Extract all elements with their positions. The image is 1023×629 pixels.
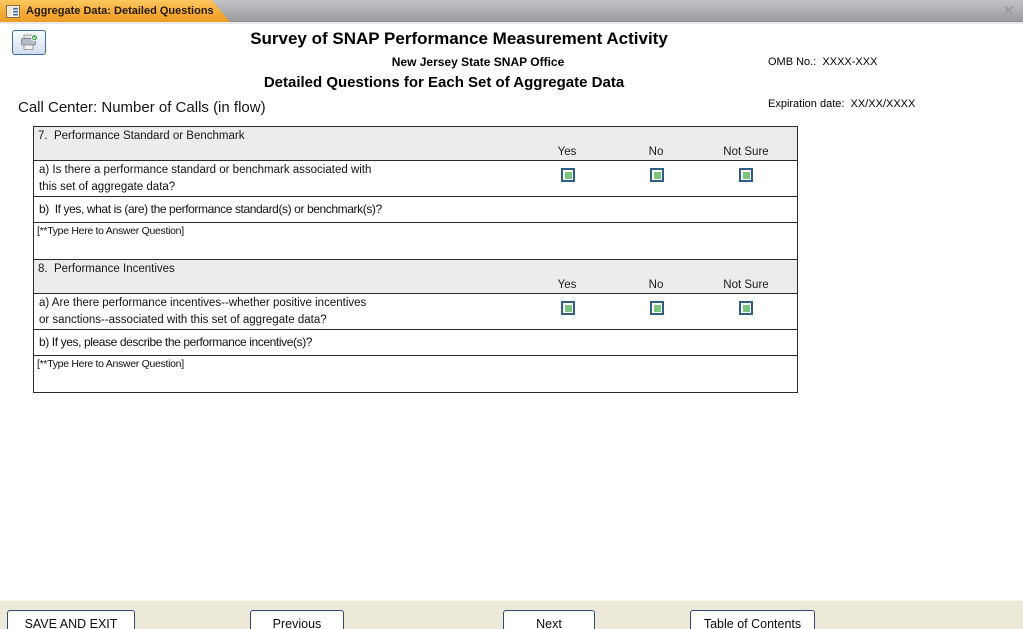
question7b-row: b) If yes, what is (are) the performance… <box>34 197 797 223</box>
question7-header-row: 7. Performance Standard or Benchmark Yes… <box>34 127 797 161</box>
omb-number: OMB No.: XXXX-XXX <box>768 56 878 68</box>
question7-table: 7. Performance Standard or Benchmark Yes… <box>33 126 798 260</box>
q7a-yes-checkbox[interactable] <box>561 168 575 182</box>
question7a-line2: this set of aggregate data? <box>39 181 176 193</box>
question8a-line2: or sanctions--associated with this set o… <box>39 314 327 326</box>
state-office-label: New Jersey State SNAP Office <box>391 55 565 69</box>
survey-title: Survey of SNAP Performance Measurement A… <box>250 29 668 48</box>
omb-block: OMB No.: XXXX-XXX Expiration date: XX/XX… <box>768 27 915 139</box>
previous-button[interactable]: Previous <box>250 610 344 629</box>
question8b-text: b) If yes, please describe the performan… <box>39 335 313 349</box>
print-button[interactable] <box>12 30 46 55</box>
next-button[interactable]: Next <box>503 610 595 629</box>
column-header-not-sure: Not Sure <box>723 279 769 291</box>
q8a-no-checkbox[interactable] <box>650 301 664 315</box>
column-header-no: No <box>648 279 664 291</box>
printer-icon <box>19 34 39 51</box>
form-icon <box>6 4 20 18</box>
column-header-yes: Yes <box>557 279 577 291</box>
question7a-text: a) Is there a performance standard or be… <box>39 162 371 196</box>
question7-title: 7. Performance Standard or Benchmark <box>38 130 245 142</box>
expiration-date: Expiration date: XX/XX/XXXX <box>768 98 916 110</box>
question8b-answer-field[interactable]: [**Type Here to Answer Question] <box>34 356 797 392</box>
q7a-not-sure-checkbox[interactable] <box>739 168 753 182</box>
question7a-line1: a) Is there a performance standard or be… <box>39 164 372 176</box>
save-and-exit-button[interactable]: SAVE AND EXIT <box>7 610 135 629</box>
question8b-row: b) If yes, please describe the performan… <box>34 330 797 356</box>
q7a-no-checkbox[interactable] <box>650 168 664 182</box>
question7b-answer-field[interactable]: [**Type Here to Answer Question] <box>34 223 797 259</box>
question8b-answer-placeholder: [**Type Here to Answer Question] <box>37 358 184 370</box>
aggregate-data-set-label: Call Center: Number of Calls (in flow) <box>18 99 266 116</box>
question7b-text: b) If yes, what is (are) the performance… <box>39 202 382 216</box>
question8-title: 8. Performance Incentives <box>38 263 175 275</box>
table-of-contents-button[interactable]: Table of Contents <box>690 610 815 629</box>
tabbar-divider <box>0 22 1023 24</box>
column-header-no: No <box>648 146 664 158</box>
column-header-yes: Yes <box>557 146 577 158</box>
column-header-not-sure: Not Sure <box>723 146 769 158</box>
page-title: Detailed Questions for Each Set of Aggre… <box>263 74 625 91</box>
document-tab-bar: Aggregate Data: Detailed Questions ✕ <box>0 0 1023 22</box>
q8a-yes-checkbox[interactable] <box>561 301 575 315</box>
questions-area: 7. Performance Standard or Benchmark Yes… <box>33 126 798 393</box>
close-icon[interactable]: ✕ <box>1003 3 1014 18</box>
question8-table: 8. Performance Incentives Yes No Not Sur… <box>33 259 798 393</box>
tab-aggregate-data-detailed-questions[interactable]: Aggregate Data: Detailed Questions <box>0 0 230 22</box>
q8a-not-sure-checkbox[interactable] <box>739 301 753 315</box>
question8a-text: a) Are there performance incentives--whe… <box>39 295 366 329</box>
question8-header-row: 8. Performance Incentives Yes No Not Sur… <box>34 260 797 294</box>
question7b-answer-placeholder: [**Type Here to Answer Question] <box>37 225 184 237</box>
question8a-line1: a) Are there performance incentives--whe… <box>39 297 367 309</box>
question7a-row: a) Is there a performance standard or be… <box>34 161 797 197</box>
question8a-row: a) Are there performance incentives--whe… <box>34 294 797 330</box>
tab-label: Aggregate Data: Detailed Questions <box>26 5 214 17</box>
